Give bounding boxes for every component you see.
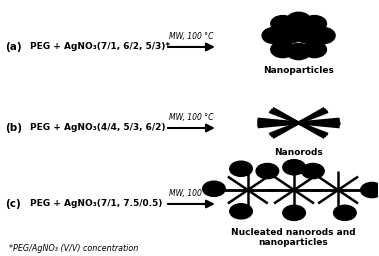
Text: *PEG/AgNO₃ (V/V) concentration: *PEG/AgNO₃ (V/V) concentration	[9, 244, 138, 253]
Circle shape	[302, 16, 326, 32]
Text: PEG + AgNO₃(4/4, 5/3, 6/2): PEG + AgNO₃(4/4, 5/3, 6/2)	[30, 123, 165, 133]
Circle shape	[287, 44, 311, 60]
Text: PEG + AgNO₃(7/1, 7.5/0.5): PEG + AgNO₃(7/1, 7.5/0.5)	[30, 199, 162, 208]
Circle shape	[278, 27, 302, 43]
Text: (a): (a)	[5, 42, 22, 52]
Text: (c): (c)	[5, 199, 21, 209]
Circle shape	[295, 27, 319, 43]
Circle shape	[302, 41, 326, 58]
Circle shape	[283, 205, 305, 220]
Text: MW, 100 °C: MW, 100 °C	[169, 33, 214, 41]
Text: MW, 100 °C: MW, 100 °C	[169, 113, 214, 122]
Text: Nanorods: Nanorods	[274, 148, 323, 157]
Text: MW, 100 °C: MW, 100 °C	[169, 189, 214, 198]
Text: PEG + AgNO₃(7/1, 6/2, 5/3)*: PEG + AgNO₃(7/1, 6/2, 5/3)*	[30, 42, 170, 51]
Circle shape	[271, 16, 295, 32]
Circle shape	[287, 12, 311, 28]
Circle shape	[271, 41, 295, 58]
Text: (b): (b)	[5, 123, 22, 133]
Text: Nanoparticles: Nanoparticles	[263, 66, 334, 75]
Circle shape	[262, 27, 286, 44]
Circle shape	[203, 181, 225, 196]
Circle shape	[256, 163, 279, 179]
Circle shape	[283, 160, 305, 175]
Text: Nucleated nanorods and
nanoparticles: Nucleated nanorods and nanoparticles	[231, 228, 355, 247]
Circle shape	[302, 163, 324, 179]
Circle shape	[230, 161, 252, 176]
Circle shape	[230, 204, 252, 219]
Circle shape	[361, 183, 379, 198]
Circle shape	[311, 27, 335, 44]
Circle shape	[334, 205, 356, 220]
